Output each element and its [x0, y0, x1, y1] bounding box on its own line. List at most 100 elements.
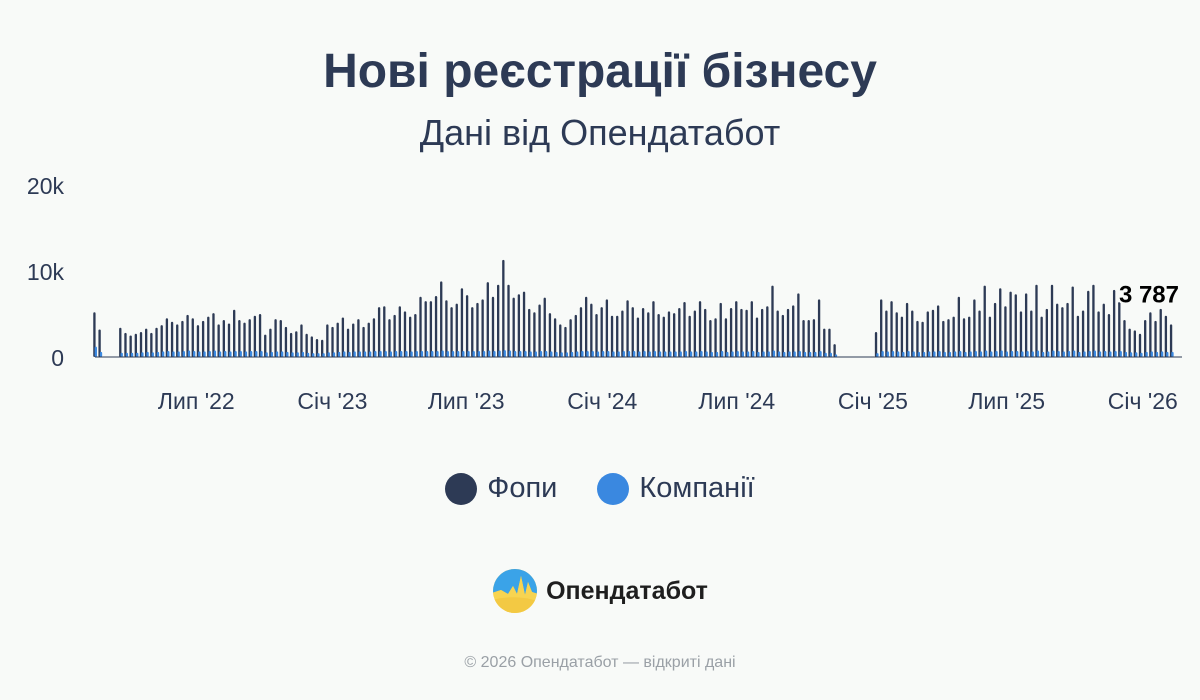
bar-companies[interactable] [249, 350, 253, 357]
bar-fop[interactable] [1138, 333, 1142, 357]
bar-companies[interactable] [710, 351, 713, 357]
bar-companies[interactable] [560, 352, 563, 357]
bar-fop[interactable] [647, 312, 650, 357]
bar-companies[interactable] [902, 351, 905, 357]
bar-companies[interactable] [622, 350, 625, 357]
bar-fop[interactable] [181, 320, 184, 357]
bar-companies[interactable] [394, 350, 398, 357]
bar-fop[interactable] [352, 323, 355, 357]
bar-fop[interactable] [740, 308, 743, 357]
bar-companies[interactable] [327, 352, 330, 357]
bar-fop[interactable] [900, 316, 904, 357]
bar-fop[interactable] [636, 317, 640, 357]
bar-fop[interactable] [315, 338, 319, 357]
bar-companies[interactable] [948, 351, 952, 357]
bar-fop[interactable] [372, 318, 376, 357]
bar-companies[interactable] [436, 350, 439, 357]
bar-companies[interactable] [508, 350, 512, 357]
legend-item-companies[interactable]: Компанії [597, 472, 755, 505]
bar-companies[interactable] [1031, 351, 1034, 357]
bar-companies[interactable] [777, 351, 781, 357]
bar-fop[interactable] [1004, 306, 1007, 357]
bar-fop[interactable] [1123, 320, 1126, 357]
bar-fop[interactable] [1019, 311, 1023, 357]
bar-companies[interactable] [834, 354, 838, 357]
bar-fop[interactable] [155, 327, 158, 357]
bar-companies[interactable] [167, 350, 170, 357]
bar-companies[interactable] [353, 351, 356, 357]
bar-fop[interactable] [916, 320, 919, 357]
bar-fop[interactable] [517, 294, 521, 357]
bar-fop[interactable] [931, 309, 935, 357]
bar-companies[interactable] [638, 351, 641, 357]
bar-fop[interactable] [1169, 324, 1173, 357]
bar-fop[interactable] [1112, 289, 1116, 357]
bar-companies[interactable] [984, 350, 988, 357]
bar-fop[interactable] [890, 301, 893, 357]
brand-logo[interactable]: Опендатабот [0, 568, 1200, 614]
bar-fop[interactable] [253, 315, 257, 357]
bar-fop[interactable] [1118, 301, 1121, 357]
bar-companies[interactable] [1067, 350, 1071, 357]
bar-companies[interactable] [482, 350, 486, 357]
bar-fop[interactable] [817, 299, 821, 357]
bar-fop[interactable] [973, 299, 976, 357]
bar-fop[interactable] [1133, 330, 1136, 357]
bar-companies[interactable] [213, 350, 217, 357]
bar-fop[interactable] [641, 307, 645, 357]
bar-fop[interactable] [196, 325, 200, 357]
bar-fop[interactable] [533, 312, 536, 357]
bar-companies[interactable] [348, 351, 351, 357]
bar-companies[interactable] [617, 351, 620, 357]
bar-fop[interactable] [367, 322, 370, 357]
bar-fop[interactable] [377, 307, 381, 357]
bar-fop[interactable] [745, 309, 748, 357]
bar-companies[interactable] [601, 350, 605, 357]
bar-fop[interactable] [786, 308, 790, 357]
bar-fop[interactable] [1071, 286, 1074, 357]
bar-fop[interactable] [569, 319, 572, 357]
bar-companies[interactable] [260, 350, 263, 357]
bar-fop[interactable] [600, 307, 603, 357]
bar-fop[interactable] [238, 320, 241, 357]
bar-fop[interactable] [264, 334, 267, 357]
bar-companies[interactable] [829, 352, 832, 357]
bar-fop[interactable] [797, 293, 800, 357]
bar-companies[interactable] [808, 351, 812, 357]
bar-fop[interactable] [258, 314, 262, 357]
bar-companies[interactable] [513, 350, 517, 357]
bar-companies[interactable] [814, 351, 817, 357]
bar-fop[interactable] [957, 296, 961, 357]
bar-fop[interactable] [310, 336, 313, 357]
bar-companies[interactable] [746, 351, 750, 357]
bar-fop[interactable] [1144, 320, 1147, 357]
bar-fop[interactable] [217, 324, 220, 357]
bar-companies[interactable] [172, 351, 175, 357]
bar-fop[interactable] [455, 303, 458, 357]
bar-fop[interactable] [1102, 303, 1105, 357]
bar-fop[interactable] [657, 314, 660, 357]
bar-companies[interactable] [420, 350, 424, 357]
bar-fop[interactable] [698, 301, 702, 357]
bar-companies[interactable] [581, 350, 584, 357]
bar-companies[interactable] [343, 351, 346, 357]
bar-companies[interactable] [467, 350, 470, 357]
bar-fop[interactable] [165, 318, 169, 357]
bar-fop[interactable] [999, 288, 1002, 357]
bar-fop[interactable] [993, 302, 997, 357]
bar-fop[interactable] [1050, 284, 1054, 357]
bar-companies[interactable] [462, 350, 465, 357]
bar-companies[interactable] [715, 351, 719, 357]
bar-fop[interactable] [393, 314, 396, 357]
bar-companies[interactable] [1072, 350, 1076, 357]
bar-fop[interactable] [584, 296, 588, 357]
bar-fop[interactable] [1014, 294, 1017, 357]
bar-companies[interactable] [793, 351, 796, 357]
bar-companies[interactable] [570, 351, 574, 357]
bar-fop[interactable] [424, 301, 427, 357]
bar-companies[interactable] [783, 351, 786, 357]
bar-companies[interactable] [539, 350, 543, 357]
bar-fop[interactable] [481, 299, 484, 357]
bar-companies[interactable] [94, 346, 97, 357]
bar-companies[interactable] [322, 353, 325, 357]
